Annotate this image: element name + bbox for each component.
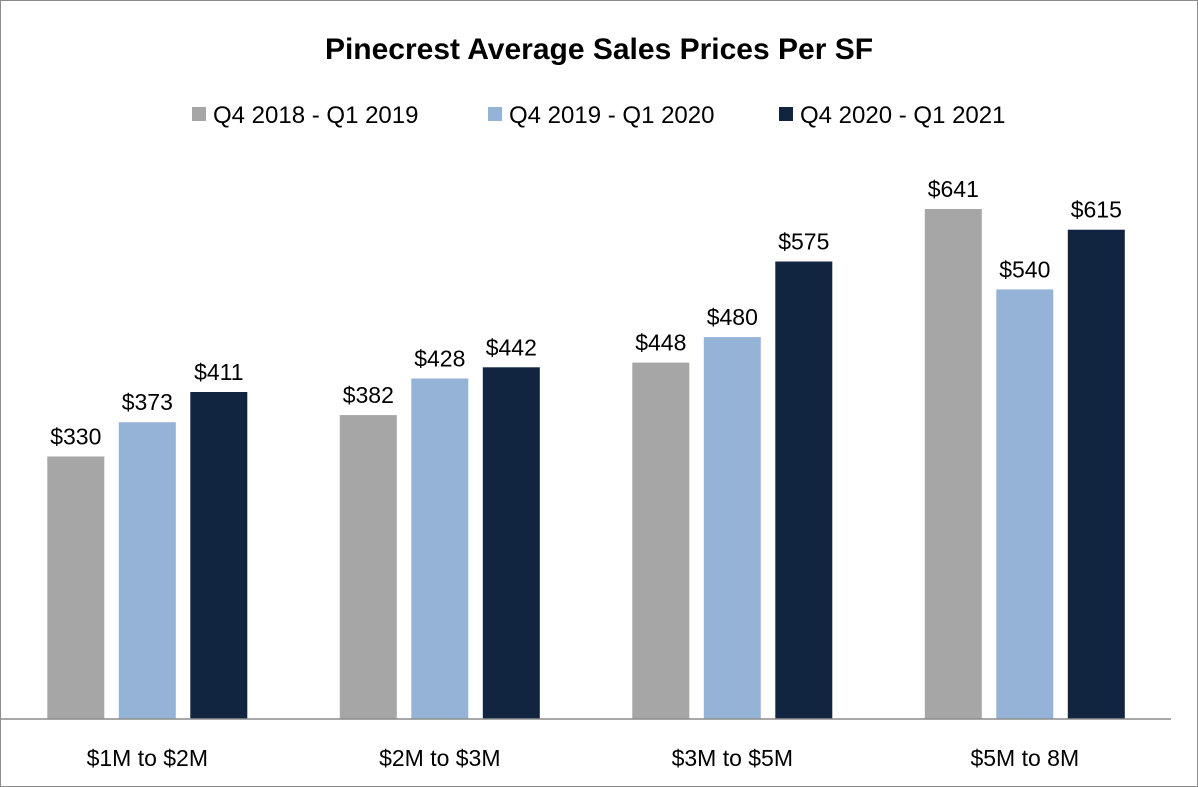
- bar-3m-to-5m-q4-2020-q1-2021: [775, 261, 833, 719]
- legend-label-q4-2020-q1-2021: Q4 2020 - Q1 2021: [800, 102, 1005, 129]
- bar-3m-to-5m-q4-2018-q1-2019: [632, 362, 690, 719]
- data-label-1m-to-2m-q4-2020-q1-2021: $411: [194, 359, 243, 385]
- bar-2m-to-3m-q4-2019-q1-2020: [411, 378, 469, 719]
- data-label-2m-to-3m-q4-2020-q1-2021: $442: [486, 334, 537, 360]
- bar-5m-to-8m-q4-2018-q1-2019: [924, 209, 982, 719]
- data-label-2m-to-3m-q4-2019-q1-2020: $428: [414, 346, 465, 372]
- legend-label-q4-2018-q1-2019: Q4 2018 - Q1 2019: [213, 102, 418, 129]
- legend-swatch-q4-2019-q1-2020: [488, 107, 502, 121]
- legend-swatch-q4-2020-q1-2021: [779, 107, 793, 121]
- data-label-5m-to-8m-q4-2019-q1-2020: $540: [999, 256, 1050, 282]
- bar-2m-to-3m-q4-2018-q1-2019: [339, 415, 397, 719]
- legend: Q4 2018 - Q1 2019 Q4 2019 - Q1 2020 Q4 202…: [192, 102, 1005, 129]
- bars-group: [47, 209, 1125, 719]
- legend-swatch-q4-2018-q1-2019: [192, 107, 206, 121]
- bar-1m-to-2m-q4-2018-q1-2019: [47, 456, 105, 719]
- data-labels-group: $330 $373 $411 $382 $428 $442 $448 $480 $575 $641…: [50, 176, 1122, 450]
- data-label-5m-to-8m-q4-2018-q1-2019: $641: [928, 176, 979, 202]
- data-label-1m-to-2m-q4-2018-q1-2019: $330: [50, 424, 101, 450]
- x-tick-label-1m-to-2m: $1M to $2M: [87, 745, 208, 771]
- bar-5m-to-8m-q4-2020-q1-2021: [1067, 229, 1125, 719]
- bar-5m-to-8m-q4-2019-q1-2020: [996, 289, 1054, 719]
- bar-2m-to-3m-q4-2020-q1-2021: [482, 367, 540, 719]
- bar-3m-to-5m-q4-2019-q1-2020: [703, 337, 761, 719]
- x-tick-label-5m-to-8m: $5M to 8M: [970, 745, 1079, 771]
- data-label-1m-to-2m-q4-2019-q1-2020: $373: [122, 389, 173, 415]
- x-axis-tick-labels: $1M to $2M $2M to $3M $3M to $5M $5M to 8M: [87, 745, 1080, 771]
- data-label-3m-to-5m-q4-2019-q1-2020: $480: [707, 304, 758, 330]
- data-label-3m-to-5m-q4-2020-q1-2021: $575: [778, 229, 829, 255]
- bar-1m-to-2m-q4-2019-q1-2020: [118, 422, 176, 719]
- x-tick-label-3m-to-5m: $3M to $5M: [672, 745, 793, 771]
- x-tick-label-2m-to-3m: $2M to $3M: [379, 745, 500, 771]
- bar-1m-to-2m-q4-2020-q1-2021: [190, 392, 248, 719]
- legend-label-q4-2019-q1-2020: Q4 2019 - Q1 2020: [509, 102, 714, 129]
- data-label-5m-to-8m-q4-2020-q1-2021: $615: [1071, 197, 1122, 223]
- data-label-2m-to-3m-q4-2018-q1-2019: $382: [343, 382, 394, 408]
- chart-title: Pinecrest Average Sales Prices Per SF: [325, 33, 873, 66]
- data-label-3m-to-5m-q4-2018-q1-2019: $448: [635, 330, 686, 356]
